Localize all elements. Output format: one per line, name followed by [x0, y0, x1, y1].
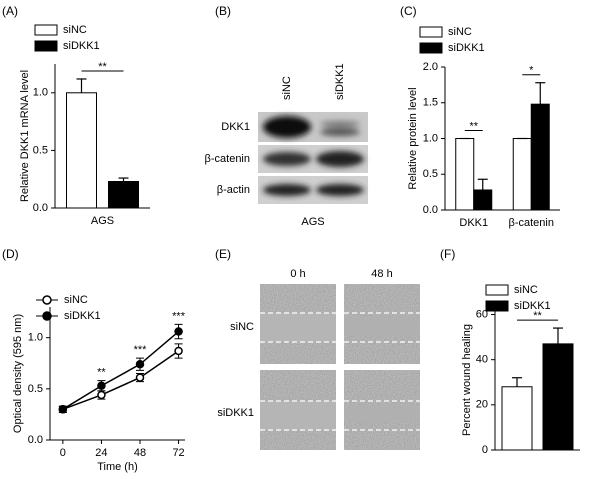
- x-axis-label: Time (h): [97, 461, 138, 473]
- point: [174, 327, 183, 336]
- x-tick-label: AGS: [91, 215, 114, 227]
- y-tick-label: 1.5: [423, 97, 438, 109]
- y-tick-label: 0.5: [28, 383, 43, 395]
- legend-swatch: [485, 300, 509, 312]
- y-tick-label: 1.0: [33, 87, 48, 99]
- x-tick-label: β-catenin: [509, 217, 554, 229]
- legend-label: siNC: [63, 24, 87, 36]
- error-bar: [76, 78, 87, 93]
- significance: **: [533, 310, 542, 322]
- x-tick-label: 24: [95, 447, 107, 459]
- x-tick-label: 72: [172, 447, 184, 459]
- point: [97, 381, 106, 391]
- significance: **: [97, 367, 106, 379]
- point: [58, 405, 68, 414]
- legend-label: siDKK1: [63, 40, 100, 52]
- error-bar: [553, 327, 563, 344]
- legend-swatch: [34, 40, 58, 52]
- error-bar: [118, 177, 129, 182]
- y-tick-label: 0.0: [423, 204, 438, 216]
- y-tick-label: 0.0: [28, 434, 43, 446]
- y-tick-label: 0: [482, 444, 488, 456]
- y-tick-label: 40: [476, 354, 488, 366]
- panel-label: (E): [215, 247, 231, 261]
- bar: [66, 92, 97, 209]
- bar: [542, 343, 574, 451]
- x-tick-label: 48: [134, 447, 146, 459]
- y-axis-label: Optical density (595 nm): [12, 314, 24, 433]
- legend-swatch: [485, 284, 509, 296]
- series-line: [62, 330, 180, 410]
- wound-images: [260, 284, 420, 450]
- y-tick-label: 0.5: [423, 168, 438, 180]
- legend-marker: [42, 295, 52, 305]
- panel-label: (C): [400, 4, 417, 18]
- point: [97, 390, 106, 400]
- bar: [501, 386, 533, 451]
- row-label: β-catenin: [205, 153, 250, 165]
- y-tick-label: 1.0: [423, 132, 438, 144]
- bar: [473, 189, 493, 211]
- bar: [108, 181, 139, 209]
- lane-label: siNC: [281, 76, 293, 100]
- y-tick-label: 2.0: [423, 61, 438, 73]
- significance: ***: [134, 344, 148, 356]
- significance: **: [469, 120, 478, 132]
- error-bar: [477, 178, 488, 190]
- column-label: 0 h: [290, 268, 305, 280]
- y-axis-label: Relative DKK1 mRNA level: [19, 70, 31, 202]
- panel-label: (B): [215, 4, 231, 18]
- legend-swatch: [419, 26, 443, 38]
- legend-label: siDKK1: [448, 42, 485, 54]
- significance: **: [98, 61, 107, 73]
- point: [135, 360, 145, 369]
- y-tick-label: 20: [476, 399, 488, 411]
- error-bar: [512, 377, 522, 387]
- legend-swatch: [419, 42, 443, 54]
- bar: [512, 138, 532, 211]
- legend-label: siDKK1: [514, 300, 551, 312]
- panel-label: (D): [2, 247, 19, 261]
- bar: [455, 138, 475, 211]
- row-label: DKK1: [221, 121, 250, 133]
- legend-label: siNC: [64, 294, 88, 306]
- series-line: [62, 350, 179, 411]
- row-label: siNC: [230, 321, 254, 333]
- x-tick-label: DKK1: [459, 217, 488, 229]
- bar: [530, 103, 550, 211]
- y-tick-label: 60: [476, 308, 488, 320]
- y-tick-label: 0.5: [33, 144, 48, 156]
- caption: AGS: [301, 216, 324, 228]
- y-tick-label: 0.0: [33, 202, 48, 214]
- significance: *: [529, 65, 534, 77]
- row-label: β-actin: [217, 184, 250, 196]
- blot: [258, 112, 368, 204]
- significance: ***: [172, 310, 186, 322]
- y-axis-label: Percent wound healing: [461, 324, 473, 436]
- point: [174, 346, 183, 356]
- panel-label: (F): [440, 247, 455, 261]
- row-label: siDKK1: [217, 407, 254, 419]
- legend-label: siNC: [514, 284, 538, 296]
- y-tick-label: 1.0: [28, 332, 43, 344]
- x-tick-label: 0: [60, 447, 66, 459]
- legend-label: siDKK1: [64, 310, 101, 322]
- y-axis-label: Relative protein level: [407, 87, 419, 189]
- lane-label: siDKK1: [334, 63, 346, 100]
- legend-swatch: [34, 24, 58, 36]
- error-bar: [535, 82, 546, 105]
- column-label: 48 h: [371, 268, 392, 280]
- legend-label: siNC: [448, 26, 472, 38]
- point: [135, 373, 145, 382]
- legend-marker: [42, 311, 52, 321]
- panel-label: (A): [2, 4, 18, 18]
